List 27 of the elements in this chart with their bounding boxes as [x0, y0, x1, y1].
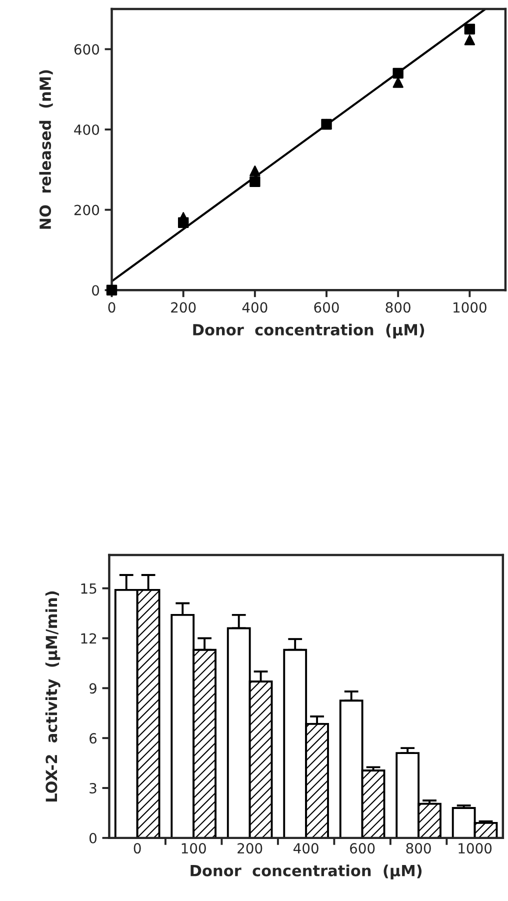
- x-tick-label: 200: [171, 302, 196, 313]
- y-axis-title: NO released (nM): [39, 70, 53, 229]
- x-axis-title: Donor concentration (μM): [193, 324, 424, 339]
- x-tick-label: 600: [350, 843, 375, 854]
- y-axis-title: LOX-2 activity (μM/min): [45, 591, 60, 802]
- x-tick-label: 400: [293, 843, 318, 854]
- x-tick-label: 0: [108, 302, 116, 313]
- y-tick-label: 15: [81, 583, 96, 594]
- y-tick-label: 3: [90, 782, 96, 794]
- y-tick-label: 9: [89, 683, 96, 694]
- x-tick-label: 100: [182, 843, 206, 854]
- x-tick-label: 400: [242, 302, 268, 313]
- y-tick-label: 0: [89, 832, 96, 844]
- x-tick-label: 1000: [458, 843, 492, 854]
- y-tick-label: 12: [81, 633, 96, 644]
- x-tick-label: 0: [134, 843, 141, 854]
- y-tick-label: 400: [74, 124, 100, 135]
- x-tick-label: 800: [386, 302, 410, 313]
- y-tick-label: 200: [74, 204, 100, 216]
- x-tick-label: 1000: [454, 302, 486, 313]
- x-tick-label: 600: [314, 302, 339, 313]
- x-tick-label: 800: [406, 843, 431, 854]
- x-axis-title: Donor concentration (μM): [190, 864, 422, 880]
- y-tick-label: 0: [92, 285, 100, 296]
- y-tick-label: 6: [90, 733, 97, 744]
- y-tick-label: 600: [74, 44, 100, 55]
- x-tick-label: 200: [238, 843, 262, 854]
